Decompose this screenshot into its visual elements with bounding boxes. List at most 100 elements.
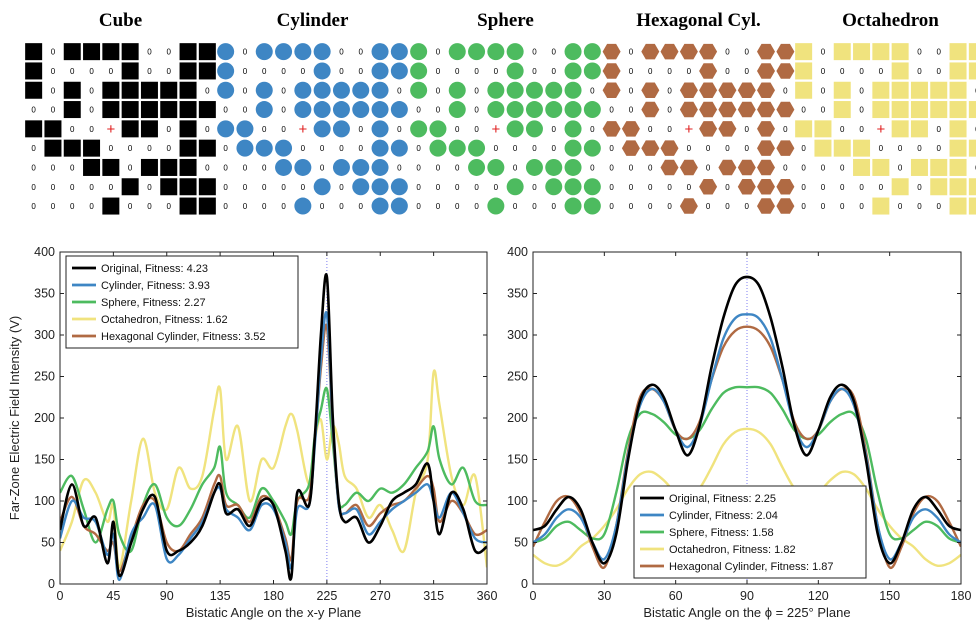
grid-cell-zero: 0 (590, 86, 595, 95)
grid-cell-zero: 0 (51, 86, 56, 95)
grid-cell-filled (102, 43, 119, 60)
grid-cell-filled (180, 62, 197, 79)
grid-cell-filled (950, 140, 967, 157)
x-tick-label: 0 (530, 589, 537, 603)
grid-cell-filled (217, 43, 234, 60)
grid-cell-filled (930, 101, 947, 118)
grid-cell-zero: 0 (359, 125, 364, 134)
grid-cell-zero: 0 (89, 202, 94, 211)
grid-cell-filled (314, 101, 331, 118)
grid-cell-zero: 0 (687, 67, 692, 76)
grid-cell-filled (892, 120, 909, 137)
grid-cell-filled (64, 82, 81, 99)
grid-cell-zero: 0 (917, 183, 922, 192)
x-axis-label: Bistatic Angle on the ϕ = 225° Plane (643, 605, 850, 620)
grid-cell-filled (83, 159, 100, 176)
grid-cell-filled (680, 44, 698, 60)
grid-cell-filled (122, 101, 139, 118)
grid-cell-filled (718, 102, 736, 118)
grid-cell-zero: 0 (436, 86, 441, 95)
grid-cell-zero: 0 (147, 202, 152, 211)
grid-cell-filled (333, 82, 350, 99)
grid-cell-zero: 0 (339, 183, 344, 192)
grid-cell-zero: 0 (879, 67, 884, 76)
grid-cell-filled (352, 101, 369, 118)
legend-entry: Original, Fitness: 2.25 (669, 493, 776, 505)
grid-cell-zero: 0 (109, 144, 114, 153)
x-tick-label: 360 (477, 589, 498, 603)
grid-cell-filled (410, 82, 427, 99)
grid-cell-filled (25, 43, 42, 60)
legend-entry: Sphere, Fitness: 2.27 (101, 297, 206, 309)
grid-cell-zero: 0 (494, 183, 499, 192)
grid-cell-filled (565, 140, 582, 157)
grid-cell-zero: 0 (109, 183, 114, 192)
grid-cell-filled (911, 82, 928, 99)
grid-cell-filled (256, 140, 273, 157)
grid-cell-zero: 0 (840, 67, 845, 76)
grid-cell-zero: 0 (301, 183, 306, 192)
grid-cell-zero: 0 (339, 48, 344, 57)
grid-cell-zero: 0 (532, 48, 537, 57)
grid-cell-filled (372, 159, 389, 176)
grid-cell-zero: 0 (436, 202, 441, 211)
grid-cell-zero: 0 (262, 202, 267, 211)
x-tick-label: 225 (316, 589, 337, 603)
grid-cell-zero: 0 (31, 163, 36, 172)
grid-cell-zero: 0 (397, 163, 402, 172)
grid-cell-zero: 0 (109, 67, 114, 76)
grid-cell-zero: 0 (436, 106, 441, 115)
grid-cell-filled (565, 159, 582, 176)
grid-cell-zero: 0 (879, 144, 884, 153)
grid-cell-zero: 0 (917, 48, 922, 57)
grid-cell-zero: 0 (801, 106, 806, 115)
grid-cell-filled (141, 101, 158, 118)
grid-cell-filled (969, 198, 976, 215)
grid-cell-filled (429, 140, 446, 157)
grid-cell-filled (507, 178, 524, 195)
grid-cell-filled (199, 43, 216, 60)
x-tick-label: 60 (669, 589, 683, 603)
grid-cell-zero: 0 (31, 144, 36, 153)
grid-cell-zero: 0 (725, 144, 730, 153)
grid-cell-zero: 0 (51, 183, 56, 192)
grid-cell-zero: 0 (89, 67, 94, 76)
grid-cell-zero: 0 (243, 67, 248, 76)
grid-cell-zero: 0 (917, 202, 922, 211)
grid-cell-filled (622, 140, 640, 156)
grid-cell-filled (180, 178, 197, 195)
grid-cell-filled (314, 120, 331, 137)
grid-cell-zero: 0 (397, 125, 402, 134)
grid-cell-zero: 0 (532, 183, 537, 192)
grid-cell-filled (641, 102, 659, 118)
grid-cell-zero: 0 (667, 106, 672, 115)
grid-cell-zero: 0 (745, 67, 750, 76)
grid-cell-filled (449, 140, 466, 157)
grid-cell-filled (468, 140, 485, 157)
x-tick-label: 120 (808, 589, 829, 603)
grid-cell-zero: 0 (937, 67, 942, 76)
grid-cell-filled (122, 62, 139, 79)
grid-cell-zero: 0 (552, 202, 557, 211)
grid-cell-filled (180, 140, 197, 157)
grid-cell-zero: 0 (320, 163, 325, 172)
grid-cell-zero: 0 (167, 48, 172, 57)
grid-cell-zero: 0 (648, 202, 653, 211)
grid-cell-filled (776, 198, 794, 214)
grid-cell-filled (718, 160, 736, 176)
grid-cell-zero: 0 (629, 183, 634, 192)
grid-cell-zero: 0 (89, 86, 94, 95)
grid-cell-zero: 0 (648, 163, 653, 172)
grid-cell-zero: 0 (513, 144, 518, 153)
y-tick-label: 200 (34, 411, 55, 425)
grid-cell-zero: 0 (840, 183, 845, 192)
grid-cell-filled (892, 62, 909, 79)
y-tick-label: 250 (34, 370, 55, 384)
grid-cell-filled (180, 82, 197, 99)
grid-cell-filled (930, 178, 947, 195)
grid-cell-filled (718, 121, 736, 137)
grid-cell-filled (256, 101, 273, 118)
grid-cell-zero: 0 (31, 106, 36, 115)
grid-cell-zero: 0 (859, 125, 864, 134)
shape-grids: Cube 0 0 0 0 0 0 0 0 0 0 0 0 0 0 0 0 0 +0 0 0 0 0 0 0 0 0 0 0 0 0 0 0 0 0 0… (0, 0, 976, 222)
